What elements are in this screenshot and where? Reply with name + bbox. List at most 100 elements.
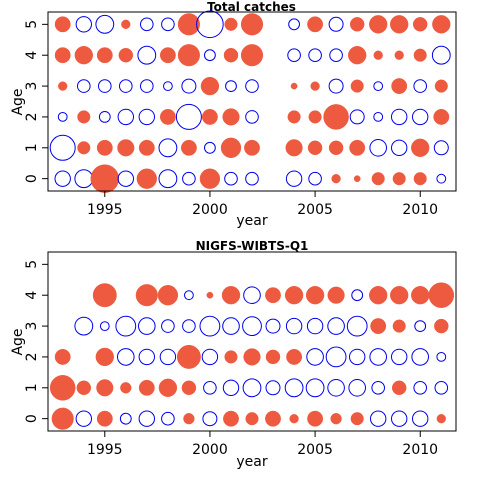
- x-axis-label: year: [236, 213, 267, 229]
- bubble-point: [138, 379, 155, 396]
- bubble-point: [307, 140, 323, 156]
- bubble-point: [348, 46, 367, 65]
- bubble-point: [54, 170, 71, 187]
- bubble-point: [176, 344, 201, 369]
- bubble-point: [49, 375, 76, 401]
- bubble-point: [203, 381, 217, 395]
- bubble-point: [175, 103, 202, 130]
- x-tick-label: 2005: [297, 202, 333, 218]
- y-tick-label: 5: [24, 260, 40, 269]
- bubble-point: [224, 171, 238, 186]
- bubble-point: [390, 15, 409, 34]
- bubble-point: [183, 413, 195, 425]
- bubble-point: [290, 82, 298, 90]
- bubble-point: [353, 175, 361, 183]
- bubble-point: [77, 79, 91, 93]
- bubble-point: [412, 17, 428, 32]
- bubble-point: [285, 139, 303, 157]
- bubble-point: [371, 381, 386, 395]
- bubble-point: [331, 174, 341, 184]
- bubble-point: [90, 164, 120, 193]
- bubble-point: [350, 412, 364, 426]
- panel-title: Total catches: [207, 0, 296, 14]
- bubble-point: [75, 410, 93, 427]
- bubble-point: [222, 317, 240, 335]
- bubble-point: [369, 139, 388, 157]
- bubble-point: [327, 379, 345, 397]
- y-axis-label: Age: [10, 88, 26, 115]
- bubble-point: [240, 13, 264, 36]
- bubble-point: [95, 347, 114, 367]
- bubble-point: [348, 379, 367, 397]
- bubble-point: [224, 17, 238, 31]
- bubble-point: [200, 76, 220, 96]
- bubble-point: [177, 44, 200, 67]
- bubble-point: [328, 140, 344, 156]
- bubble-layer: [49, 10, 451, 193]
- plot-frame: [47, 251, 457, 432]
- bubble-point: [307, 16, 324, 33]
- bubble-point: [223, 410, 239, 427]
- bubble-point: [306, 317, 324, 335]
- x-tick-label: 1995: [87, 202, 123, 218]
- plot-frame: [47, 11, 457, 192]
- bubble-point: [98, 79, 112, 93]
- bubble-point: [76, 380, 92, 396]
- bubble-point: [138, 317, 156, 335]
- bubble-point: [349, 109, 365, 125]
- bubble-point: [95, 14, 115, 34]
- bubble-point: [307, 410, 324, 427]
- y-tick-label: 4: [24, 291, 40, 300]
- bubble-point: [138, 348, 156, 366]
- bubble-point: [74, 46, 93, 65]
- bubble-point: [328, 16, 344, 32]
- bubble-point: [117, 170, 135, 187]
- bubble-point: [159, 348, 177, 366]
- bubble-point: [245, 79, 259, 93]
- bubble-point: [201, 108, 218, 125]
- bubble-point: [117, 348, 135, 366]
- bubble-point: [119, 79, 133, 93]
- bubble-point: [224, 350, 238, 364]
- bubble-point: [199, 168, 221, 189]
- y-tick-label: 2: [24, 352, 40, 361]
- bubble-point: [413, 48, 427, 62]
- bubble-point: [96, 410, 113, 427]
- bubble-point: [96, 379, 114, 397]
- bubble-point: [240, 44, 264, 67]
- bubble-point: [196, 10, 224, 39]
- panel-title: NIGFS-WIBTS-Q1: [196, 239, 309, 253]
- bubble-point: [349, 17, 365, 32]
- bubble-point: [346, 315, 368, 337]
- bubble-point: [184, 290, 194, 301]
- y-tick-label: 0: [24, 174, 40, 183]
- bubble-point: [391, 348, 408, 366]
- bubble-point: [77, 141, 91, 155]
- bubble-point: [349, 348, 366, 366]
- bubble-point: [391, 410, 408, 427]
- bubble-point: [428, 282, 455, 308]
- bubble-point: [432, 15, 451, 34]
- bubble-point: [391, 139, 408, 157]
- bubble-point: [202, 411, 218, 427]
- x-tick-label: 2010: [402, 202, 438, 218]
- bubble-point: [118, 47, 134, 63]
- y-tick-label: 4: [24, 51, 40, 60]
- bubble-point: [245, 110, 259, 124]
- bubble-point: [158, 169, 178, 189]
- bubble-point: [98, 111, 111, 123]
- bubble-point: [201, 348, 219, 366]
- bubble-point: [413, 172, 427, 186]
- bubble-point: [54, 16, 71, 33]
- bubble-point: [137, 45, 157, 65]
- bubble-point: [369, 15, 388, 34]
- bubble-point: [138, 108, 156, 126]
- x-axis-ticks: 1995 2000 2005 2010: [87, 431, 438, 458]
- bubble-point: [243, 348, 261, 366]
- bubble-point: [161, 17, 175, 32]
- bubble-point: [182, 171, 196, 186]
- bubble-point: [242, 316, 262, 337]
- bubble-point: [177, 13, 200, 36]
- bubble-point: [350, 79, 364, 93]
